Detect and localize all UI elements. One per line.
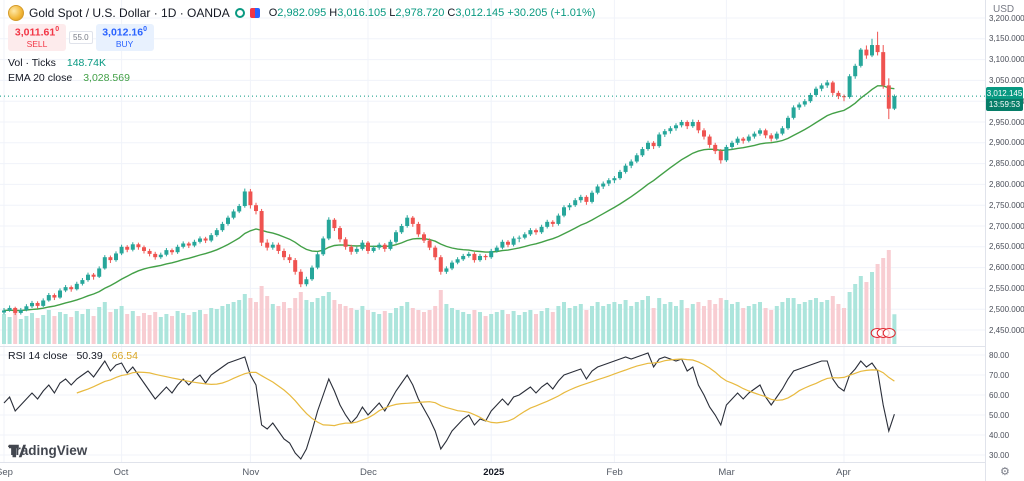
spread-value: 55.0 [69,30,93,44]
time-axis[interactable]: Sep Oct Nov Dec 2025 Feb Mar Apr [0,462,985,481]
rsi-chart-canvas[interactable] [0,347,985,462]
rsi-tick-label: 60.00 [989,390,1010,400]
rsi-signal-value: 66.54 [111,350,138,362]
volume-indicator-title: Vol · Ticks [8,56,56,69]
main-chart-canvas[interactable] [0,0,985,346]
buy-label: BUY [115,38,134,49]
rsi-tick-label: 80.00 [989,350,1010,360]
price-tick-label: 3,200.000 [989,13,1024,23]
buy-price: 3,012.16 [102,26,144,39]
quote-toggle-icon[interactable] [234,8,245,18]
time-tick-label: Mar [718,467,735,478]
rsi-tick-label: 40.00 [989,430,1010,440]
price-tick-label: 2,950.000 [989,117,1024,127]
ohlc-readout: O2,982.095 H3,016.105 L2,978.720 C3,012.… [269,7,596,19]
close-value: 3,012.145 [455,7,505,19]
rsi-indicator-row[interactable]: RSI 14 close 50.39 66.54 [8,350,138,362]
time-tick-label: Oct [113,467,129,478]
price-tick-label: 3,100.000 [989,55,1024,65]
legend: Gold Spot / U.S. Dollar · 1D · OANDA O2,… [8,5,595,87]
sell-price-sup: 0 [55,26,60,33]
time-tick-label: 2025 [483,467,505,478]
close-label: C [447,7,456,19]
sell-price: 3,011.61 [14,26,56,39]
rsi-indicator-title: RSI 14 close [8,350,68,362]
price-tick-label: 3,150.000 [989,34,1024,44]
symbol-title[interactable]: Gold Spot / U.S. Dollar · 1D · OANDA [29,6,230,20]
last-price-value: 3,012.145 [986,87,1023,100]
price-tick-label: 3,050.000 [989,75,1024,85]
tradingview-logo[interactable]: TradingView [8,443,87,458]
time-tick-label: Apr [836,467,851,478]
time-tick-label: Nov [242,467,260,478]
gold-coin-icon [8,5,24,21]
price-tick-label: 2,650.000 [989,242,1024,252]
ema-indicator-row[interactable]: EMA 20 close 3,028.569 [8,72,595,84]
open-value: 2,982.095 [277,7,327,19]
price-tick-label: 2,600.000 [989,263,1024,273]
axis-settings-gear-icon[interactable]: ⚙ [1000,466,1010,478]
price-tick-label: 2,550.000 [989,283,1024,293]
last-price-tag[interactable]: 3,012.145 13:59:53 [986,87,1023,112]
price-tick-label: 2,500.000 [989,304,1024,314]
open-label: O [268,7,278,19]
high-value: 3,016.105 [337,7,387,19]
sell-label: SELL [26,38,48,49]
time-tick-label: Dec [360,467,377,478]
rsi-tick-label: 50.00 [989,410,1010,420]
price-tick-label: 2,700.000 [989,221,1024,231]
low-label: L [389,7,396,19]
time-tick-label: Sep [0,467,13,478]
low-value: 2,978.720 [395,7,445,19]
price-tick-label: 2,750.000 [989,200,1024,210]
sell-button[interactable]: 3,011.610 SELL [8,24,66,51]
ema-value: 3,028.569 [83,71,130,84]
flag-icon[interactable] [249,8,260,18]
price-axis[interactable]: 3,200.0003,150.0003,100.0003,050.0003,00… [985,0,1024,481]
bar-countdown: 13:59:53 [986,99,1023,112]
rsi-tick-label: 30.00 [989,450,1010,460]
rsi-value: 50.39 [76,350,103,362]
price-tick-label: 2,850.000 [989,159,1024,169]
high-label: H [329,7,338,19]
tradingview-logo-icon [8,444,26,457]
buy-sell-widget: 3,011.610 SELL 55.0 3,012.160 BUY [8,24,595,51]
volume-indicator-row[interactable]: Vol · Ticks 148.74K [8,57,595,69]
rsi-tick-label: 70.00 [989,370,1010,380]
pane-separator[interactable] [0,346,985,347]
price-tick-label: 2,900.000 [989,138,1024,148]
tradingview-logo-text: TradingView [8,443,88,458]
price-tick-label: 2,800.000 [989,179,1024,189]
price-tick-label: 2,450.000 [989,325,1024,335]
time-tick-label: Feb [606,467,623,478]
buy-button[interactable]: 3,012.160 BUY [95,24,154,51]
volume-value: 148.74K [66,56,106,69]
change-value: +30.205 (+1.01%) [507,7,596,19]
currency-toggle[interactable]: USD [993,4,1015,15]
buy-price-sup: 0 [143,26,147,33]
ema-indicator-title: EMA 20 close [8,71,73,84]
